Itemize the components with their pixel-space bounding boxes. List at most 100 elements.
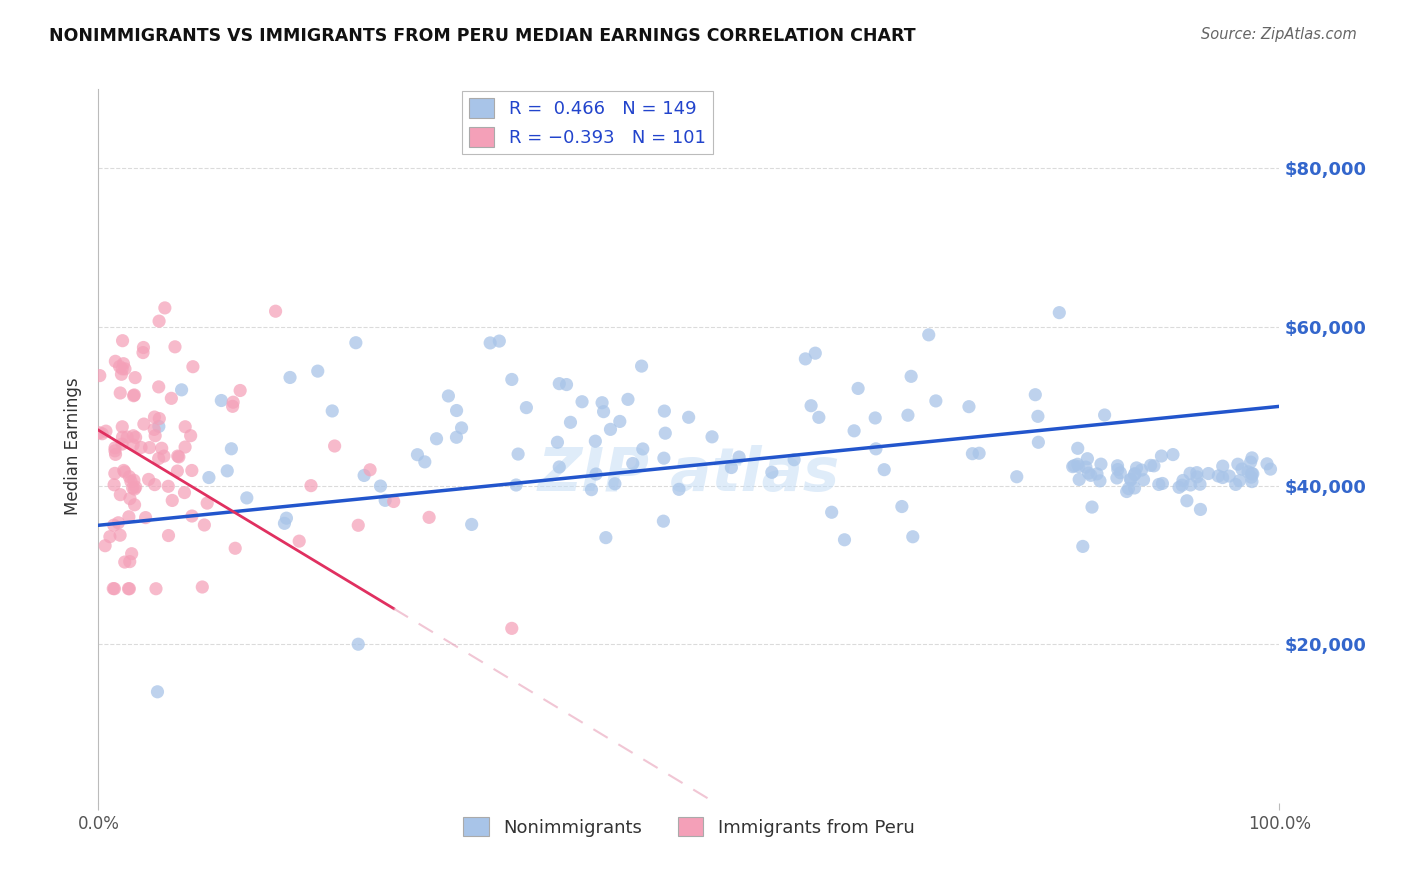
Point [1062,459,1084,474]
Point [122,429,145,443]
Point [406,448,429,462]
Point [98,530,121,544]
Point [1139,458,1161,473]
Point [1076,451,1098,466]
Text: NONIMMIGRANTS VS IMMIGRANTS FROM PERU MEDIAN EARNINGS CORRELATION CHART: NONIMMIGRANTS VS IMMIGRANTS FROM PERU ME… [49,27,915,45]
Point [121,547,143,561]
Point [668,483,690,497]
Point [1066,457,1088,471]
Point [104,441,127,455]
Point [117,582,139,596]
Point [1206,469,1229,483]
Point [143,477,166,491]
Point [323,439,346,453]
Point [1185,470,1208,484]
Point [592,404,614,418]
Point [124,370,146,384]
Point [229,384,252,398]
Point [630,359,652,373]
Point [1105,471,1128,485]
Point [450,421,472,435]
Point [148,451,170,466]
Point [1175,493,1198,508]
Text: Source: ZipAtlas.com: Source: ZipAtlas.com [1201,27,1357,42]
Point [1185,466,1208,480]
Point [157,528,180,542]
Point [863,411,886,425]
Point [145,582,167,596]
Point [1067,442,1090,456]
Point [135,510,157,524]
Point [193,518,215,533]
Point [555,377,578,392]
Point [581,483,603,497]
Point [1074,460,1097,475]
Point [167,450,190,464]
Point [264,304,287,318]
Point [120,475,142,489]
Point [1063,458,1085,473]
Point [654,404,676,418]
Point [821,505,844,519]
Point [122,388,145,402]
Point [221,442,243,456]
Point [1123,467,1146,481]
Point [804,346,827,360]
Point [548,376,571,391]
Point [103,477,125,491]
Point [180,463,202,477]
Point [1212,470,1234,484]
Point [505,478,527,492]
Point [571,394,593,409]
Point [1115,484,1137,499]
Point [1123,467,1146,482]
Point [122,473,145,487]
Point [236,491,259,505]
Point [198,470,221,484]
Point [1241,467,1264,481]
Point [1119,472,1142,486]
Point [1218,469,1240,483]
Point [1125,461,1147,475]
Point [118,509,141,524]
Point [299,478,322,492]
Point [278,370,301,384]
Point [501,621,523,635]
Point [122,389,145,403]
Point [209,393,232,408]
Point [897,408,920,422]
Point [111,430,134,444]
Point [1240,470,1263,484]
Point [506,447,529,461]
Point [107,516,129,530]
Point [129,441,152,455]
Point [347,637,370,651]
Point [609,414,631,428]
Point [94,424,117,438]
Point [112,357,135,371]
Point [1123,481,1146,495]
Point [446,403,468,417]
Point [115,430,138,444]
Point [374,493,396,508]
Point [91,426,114,441]
Point [794,351,817,366]
Point [1132,473,1154,487]
Point [846,381,869,395]
Point [103,582,125,596]
Point [153,301,176,315]
Point [174,440,197,454]
Point [94,539,117,553]
Point [1240,467,1263,481]
Point [425,432,447,446]
Y-axis label: Median Earnings: Median Earnings [65,377,83,515]
Point [1024,387,1046,401]
Point [901,530,924,544]
Point [148,411,170,425]
Point [1240,450,1263,465]
Point [501,372,523,386]
Point [560,415,582,429]
Point [132,341,155,355]
Point [1240,475,1263,489]
Point [125,480,148,494]
